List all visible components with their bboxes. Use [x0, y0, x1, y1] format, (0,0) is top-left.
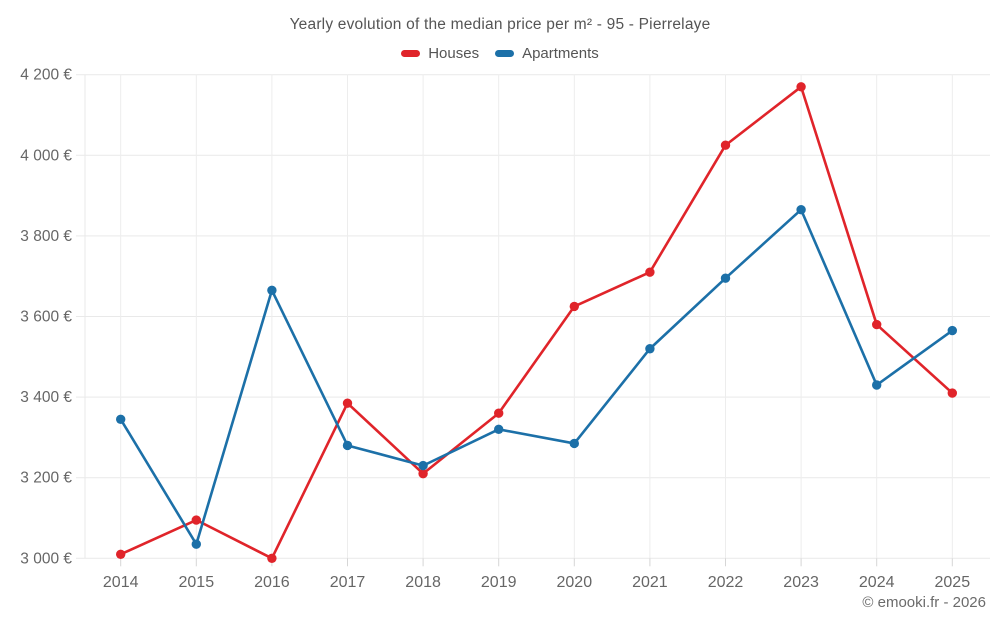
- houses-data-point[interactable]: [116, 549, 126, 559]
- apartments-data-point[interactable]: [191, 539, 201, 549]
- apartments-data-point[interactable]: [720, 273, 731, 283]
- houses-data-point[interactable]: [191, 515, 201, 525]
- chart-title: Yearly evolution of the median price per…: [289, 16, 711, 33]
- y-axis-label: 3 600 €: [20, 309, 72, 326]
- houses-data-point[interactable]: [418, 468, 428, 479]
- apartments-data-point[interactable]: [116, 414, 126, 424]
- legend-item-label: Apartments: [522, 45, 599, 62]
- legend-item-apartments[interactable]: Apartments: [495, 45, 599, 62]
- x-axis-label: 2014: [103, 574, 139, 591]
- legend-item-label: Houses: [428, 45, 480, 62]
- x-axis-label: 2021: [632, 574, 668, 591]
- y-axis-label: 3 800 €: [20, 228, 72, 245]
- apartments-data-point[interactable]: [418, 460, 428, 471]
- houses-data-point[interactable]: [342, 398, 353, 408]
- x-axis-label: 2022: [708, 574, 744, 591]
- y-axis-label: 3 000 €: [20, 550, 72, 567]
- apartments-data-point[interactable]: [569, 438, 579, 449]
- footer-credit: © emooki.fr - 2026: [862, 594, 986, 611]
- x-axis-label: 2024: [859, 574, 895, 591]
- y-axis-label: 3 400 €: [20, 389, 72, 406]
- x-axis-label: 2015: [179, 574, 215, 591]
- apartments-data-point[interactable]: [947, 325, 957, 336]
- y-axis-label: 4 200 €: [20, 67, 72, 84]
- legend-swatch-icon: [401, 50, 421, 57]
- apartments-data-point[interactable]: [342, 440, 353, 451]
- apartments-data-point[interactable]: [494, 424, 504, 435]
- houses-data-point[interactable]: [872, 319, 882, 330]
- x-axis-label: 2016: [254, 574, 290, 591]
- apartments-data-point[interactable]: [872, 380, 882, 390]
- houses-line: [119, 85, 954, 560]
- houses-data-point[interactable]: [645, 267, 655, 277]
- apartments-data-point[interactable]: [645, 344, 655, 354]
- houses-data-point[interactable]: [494, 408, 504, 418]
- x-axis-label: 2020: [557, 574, 593, 591]
- houses-data-point[interactable]: [720, 140, 731, 150]
- houses-data-point[interactable]: [267, 553, 277, 563]
- apartments-line: [119, 208, 954, 546]
- houses-data-point[interactable]: [796, 82, 806, 92]
- legend: Houses Apartments: [0, 45, 1000, 62]
- y-axis-label: 4 000 €: [20, 147, 72, 164]
- y-axis-label: 3 200 €: [20, 470, 72, 487]
- x-axis-label: 2019: [481, 574, 517, 591]
- legend-item-houses[interactable]: Houses: [401, 45, 479, 62]
- x-axis-label: 2023: [783, 574, 819, 591]
- houses-data-point[interactable]: [569, 301, 579, 312]
- houses-data-point[interactable]: [947, 388, 957, 398]
- x-axis-label: 2025: [935, 574, 971, 591]
- apartments-data-point[interactable]: [267, 285, 277, 296]
- legend-swatch-icon: [495, 50, 515, 57]
- apartments-data-point[interactable]: [796, 205, 806, 215]
- x-axis-label: 2017: [330, 574, 366, 591]
- x-axis-label: 2018: [405, 574, 441, 591]
